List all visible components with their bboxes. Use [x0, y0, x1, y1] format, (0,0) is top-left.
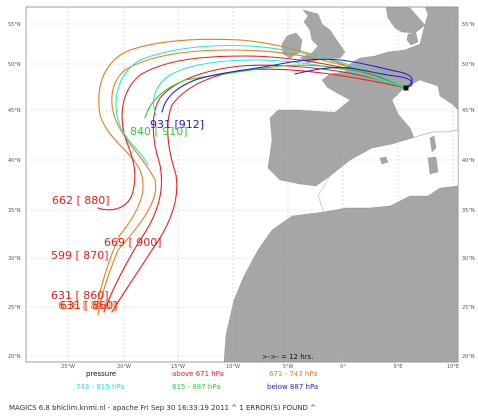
corsica-island — [429, 135, 437, 153]
latitude-label-left: 35°N — [8, 208, 21, 214]
longitude-label: 25°W — [61, 364, 75, 370]
trajectory-blue — [161, 58, 413, 113]
label-red-669: 669 [ 900] — [104, 236, 162, 249]
longitude-label: 5°W — [283, 364, 294, 370]
trajectory-red-2 — [103, 64, 407, 313]
footer-status: MAGICS 6.8 bhlclim.knmi.nl - apache Fri … — [9, 404, 316, 412]
land-masses — [223, 6, 459, 363]
graticule — [26, 7, 458, 362]
trajectory-labels: 931 [912] 840 [ 910] 662 [ 880] 669 [ 90… — [51, 118, 204, 312]
legend-range-671-743: 671 - 743 hPa — [269, 370, 318, 378]
latitude-label-right: 30°N — [462, 256, 475, 262]
legend-above: above 671 hPa — [172, 370, 224, 378]
latitude-label-left: 30°N — [8, 256, 21, 262]
longitude-label: 10°W — [226, 364, 240, 370]
label-green-840: 840 [ 910] — [130, 125, 188, 138]
legend-below: below 887 hPa — [267, 383, 318, 391]
latitude-label-right: 50°N — [462, 62, 475, 68]
latitude-label-left: 55°N — [8, 22, 21, 28]
trajectory-orange-2 — [97, 49, 407, 316]
legend-arrow-note: >->- = 12 hrs. — [262, 353, 313, 361]
trajectory-green — [144, 64, 407, 119]
denmark-landmass — [406, 32, 419, 46]
longitude-label: 20°W — [117, 364, 131, 370]
latitude-label-left: 40°N — [8, 158, 21, 164]
trajectory-red — [97, 55, 407, 211]
bay-of-biscay — [300, 88, 350, 112]
longitude-label: 0° — [340, 364, 346, 370]
label-blue-931: 931 [912] — [150, 118, 204, 131]
balearic-islands — [379, 156, 389, 165]
legend-pressure-title: pressure — [86, 370, 116, 378]
trajectory-blue-2 — [294, 66, 413, 89]
mediterranean-sea — [317, 129, 459, 213]
longitude-label: 15°W — [171, 364, 185, 370]
latitude-label-right: 55°N — [462, 22, 475, 28]
legend: >->- = 12 hrs. pressure above 671 hPa 67… — [76, 353, 318, 391]
legend-range-743-815: 743 - 815 hPa — [76, 383, 125, 391]
trajectory-red-3 — [111, 68, 407, 313]
latitude-label-left: 50°N — [8, 62, 21, 68]
longitude-labels: 25°W 20°W 15°W 10°W 5°W 0° 5°E 10°E — [61, 364, 459, 370]
latitude-label-right: 25°N — [462, 305, 475, 311]
latitude-label-right: 45°N — [462, 108, 475, 114]
latitude-label-left: 45°N — [8, 108, 21, 114]
latitude-label-right: 40°N — [462, 158, 475, 164]
longitude-label: 5°E — [394, 364, 403, 370]
label-red-662: 662 [ 880] — [52, 194, 110, 207]
label-orange-636: 636 [ 850] — [58, 299, 116, 312]
label-red-631-a: 631 [ 860] — [51, 289, 109, 302]
great-britain-landmass — [299, 9, 346, 64]
latitude-labels-left: 55°N 50°N 45°N 40°N 35°N 30°N 25°N 20°N — [8, 22, 21, 360]
sardinia-island — [427, 156, 439, 175]
label-red-599: 599 [ 870] — [51, 249, 109, 262]
longitude-label: 10°E — [447, 364, 459, 370]
release-point-marker — [403, 85, 409, 91]
latitude-label-right: 35°N — [462, 208, 475, 214]
trajectory-cyan — [115, 44, 407, 166]
scandinavia-landmass — [385, 6, 426, 34]
latitude-label-right: 20°N — [462, 354, 475, 360]
trajectory-cyan-2 — [152, 59, 407, 116]
trajectories — [95, 38, 413, 316]
latitude-label-left: 25°N — [8, 305, 21, 311]
label-red-631-b: 631 [ 860] — [60, 299, 118, 312]
legend-range-815-887: 815 - 887 hPa — [172, 383, 221, 391]
latitude-label-left: 20°N — [8, 354, 21, 360]
latitude-labels-right: 55°N 50°N 45°N 40°N 35°N 30°N 25°N 20°N — [462, 22, 475, 360]
